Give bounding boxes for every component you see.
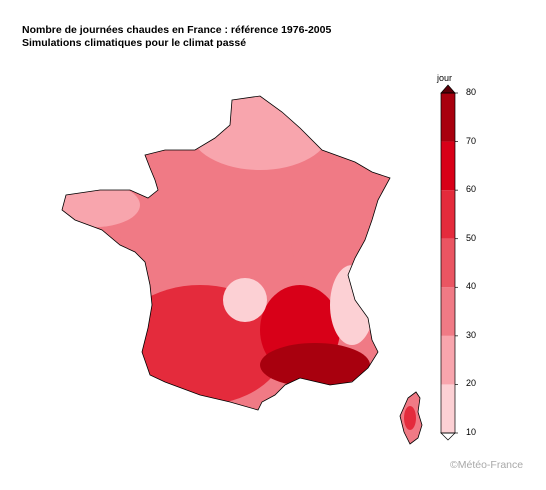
- region-nord: [190, 96, 330, 170]
- region-alpes: [330, 265, 374, 345]
- legend-bin-30-40: [441, 287, 455, 336]
- legend-bin-10-20: [441, 384, 455, 433]
- legend-tick-label-60: 60: [466, 184, 477, 195]
- legend-bin-60-70: [441, 141, 455, 191]
- legend-over-arrow: [440, 84, 456, 94]
- region-corse-center: [404, 406, 416, 430]
- credit-text: ©Météo-France: [450, 459, 524, 471]
- map-title: Nombre de journées chaudes en France : r…: [22, 24, 331, 50]
- legend-bin-20-30: [441, 335, 455, 385]
- legend-under-arrow: [440, 432, 456, 441]
- france-outline: [61, 95, 391, 411]
- legend-tick-label-70: 70: [466, 135, 477, 146]
- region-mediterranee: [260, 343, 370, 387]
- title-line-1: Nombre de journées chaudes en France : r…: [22, 24, 332, 36]
- legend-outline: [440, 92, 456, 434]
- title-line-2: Simulations climatiques pour le climat p…: [22, 37, 247, 49]
- legend-tick-label-80: 80: [466, 87, 477, 97]
- legend-tick-label-20: 20: [466, 378, 477, 389]
- legend-tick-label-30: 30: [466, 329, 477, 340]
- mainland-fill: [62, 96, 390, 410]
- legend-tick-label-10: 10: [466, 427, 477, 437]
- region-massif-central: [223, 278, 267, 322]
- legend-tick-label-50: 50: [466, 232, 477, 243]
- legend-colorbar: [440, 84, 458, 441]
- legend-tick-label-40: 40: [466, 281, 477, 292]
- legend-bin-70-80: [441, 93, 455, 142]
- legend-bin-40-50: [441, 238, 455, 288]
- corse-outline: [399, 391, 423, 445]
- corse-fill: [400, 392, 422, 444]
- legend-unit: jour: [437, 73, 453, 83]
- legend-bin-50-60: [441, 190, 455, 239]
